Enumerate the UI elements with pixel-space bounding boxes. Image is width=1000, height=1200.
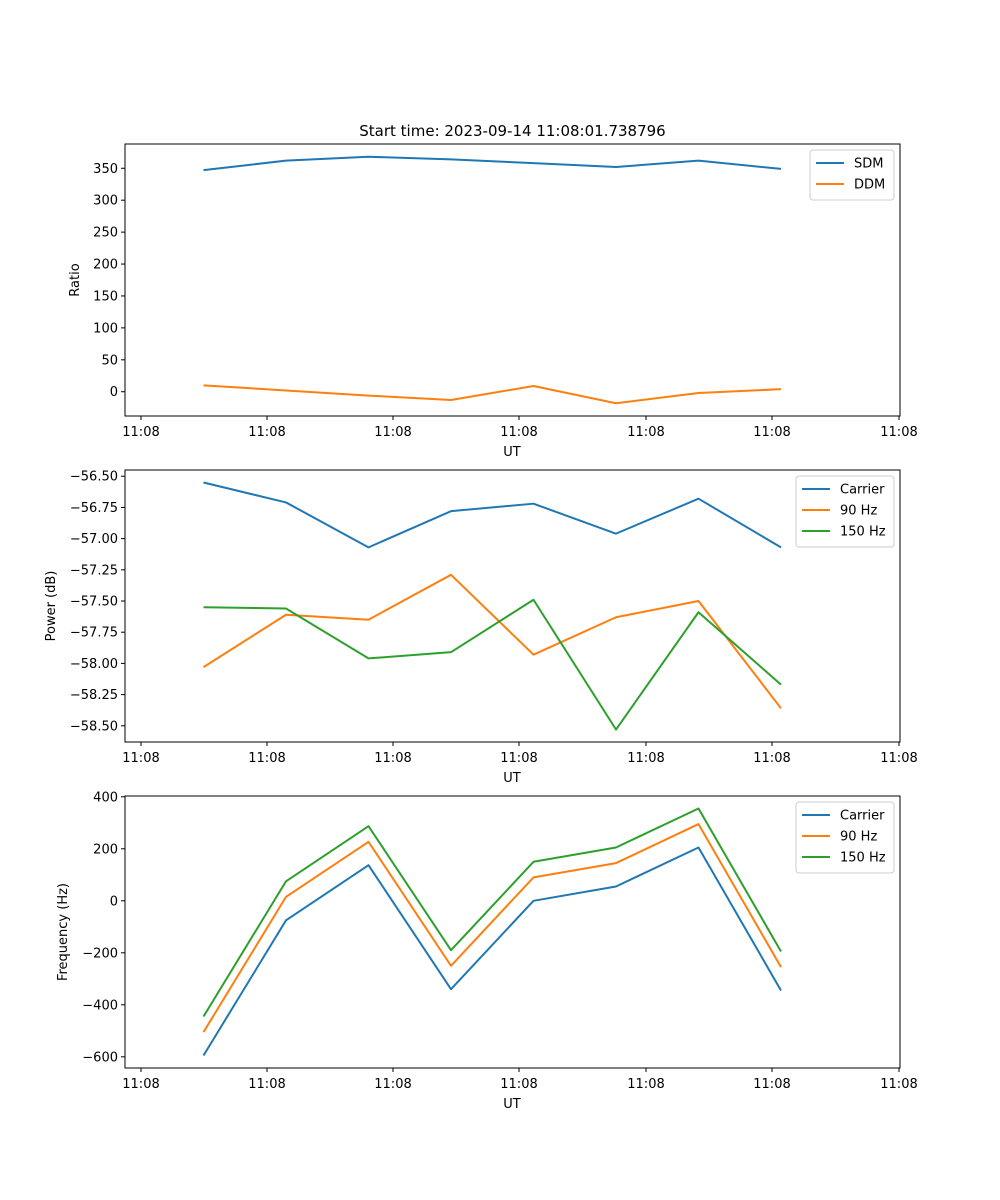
chart-panel-1: 0 50 100 150 200 250 300 350 11:08 11:08 11:08 11:0…: [68, 143, 918, 460]
legend-label: 90 Hz: [840, 504, 877, 519]
y-tick-label: 400: [93, 790, 118, 805]
y-axis-label: Frequency (Hz): [56, 883, 71, 981]
legend-label: 150 Hz: [840, 851, 886, 866]
y-tick-label: −56.50: [70, 470, 118, 485]
figure-title: Start time: 2023-09-14 11:08:01.738796: [359, 122, 665, 140]
y-tick-label: 250: [93, 226, 118, 241]
y-tick-label: −58.50: [70, 719, 118, 734]
x-tick-label: 11:08: [374, 1077, 411, 1092]
series-line-90-hz: [202, 823, 782, 1033]
y-tick-label: −58.25: [70, 688, 118, 703]
x-tick-label: 11:08: [753, 1077, 790, 1092]
y-tick-label: 100: [93, 321, 118, 336]
y-tick-label: −57.75: [70, 626, 118, 641]
y-tick-label: −58.00: [70, 657, 118, 672]
x-tick-label: 11:08: [374, 751, 411, 766]
y-tick-label: 50: [101, 353, 118, 368]
x-axis-label: UT: [503, 445, 521, 460]
x-tick-label: 11:08: [248, 751, 285, 766]
series-line-150-hz: [202, 807, 782, 1018]
x-axis-label: UT: [503, 1097, 521, 1112]
x-tick-label: 11:08: [627, 425, 664, 440]
x-tick-label: 11:08: [500, 751, 537, 766]
x-tick-label: 11:08: [880, 1077, 917, 1092]
y-tick-label: 300: [93, 194, 118, 209]
x-tick-label: 11:08: [880, 751, 917, 766]
series-line-carrier: [203, 481, 782, 549]
y-tick-label: −57.50: [70, 595, 118, 610]
legend-label: Carrier: [840, 809, 885, 824]
x-tick-label: 11:08: [500, 1077, 537, 1092]
axes-frame: [124, 795, 901, 1069]
y-tick-label: −56.75: [70, 501, 118, 516]
legend-label: Carrier: [840, 483, 885, 498]
legend-box: [795, 475, 895, 548]
legend-box: [795, 801, 895, 874]
y-axis-label: Ratio: [68, 263, 83, 296]
y-tick-label: 150: [93, 289, 118, 304]
y-axis-label: Power (dB): [44, 571, 59, 642]
y-tick-label: 350: [93, 162, 118, 177]
chart-panel-2: −56.50 −56.75 −57.00 −57.25 −57.50 −57.75 −58.…: [44, 469, 918, 786]
x-tick-label: 11:08: [500, 425, 537, 440]
chart-panel-3: 400 200 0 −200 −400 −600 11:08 11:08 11:08 11:08 1…: [56, 790, 918, 1112]
y-tick-label: 200: [93, 258, 118, 273]
y-tick-label: 0: [110, 385, 118, 400]
x-tick-label: 11:08: [122, 1077, 159, 1092]
y-tick-label: −57.25: [70, 563, 118, 578]
legend-label: DDM: [854, 178, 885, 193]
x-tick-label: 11:08: [627, 751, 664, 766]
x-tick-label: 11:08: [374, 425, 411, 440]
series-line-carrier: [202, 846, 782, 1057]
x-tick-label: 11:08: [122, 751, 159, 766]
legend-label: 150 Hz: [840, 525, 886, 540]
y-tick-label: 0: [110, 894, 118, 909]
y-tick-label: 200: [93, 842, 118, 857]
axes-frame: [124, 143, 901, 417]
legend-label: SDM: [854, 157, 883, 172]
y-tick-label: −200: [82, 946, 118, 961]
series-line-sdm: [203, 155, 782, 172]
series-line-90-hz: [202, 573, 782, 709]
x-tick-label: 11:08: [627, 1077, 664, 1092]
x-axis-label: UT: [503, 771, 521, 786]
x-tick-label: 11:08: [122, 425, 159, 440]
legend-label: 90 Hz: [840, 830, 877, 845]
y-tick-label: −400: [82, 998, 118, 1013]
x-tick-label: 11:08: [248, 425, 285, 440]
x-tick-label: 11:08: [248, 1077, 285, 1092]
x-tick-label: 11:08: [880, 425, 917, 440]
y-tick-label: −57.00: [70, 532, 118, 547]
x-tick-label: 11:08: [753, 425, 790, 440]
series-line-150-hz: [203, 598, 782, 731]
x-tick-label: 11:08: [753, 751, 790, 766]
series-line-ddm: [203, 384, 782, 405]
y-tick-label: −600: [82, 1050, 118, 1065]
axes-frame: [124, 469, 901, 743]
